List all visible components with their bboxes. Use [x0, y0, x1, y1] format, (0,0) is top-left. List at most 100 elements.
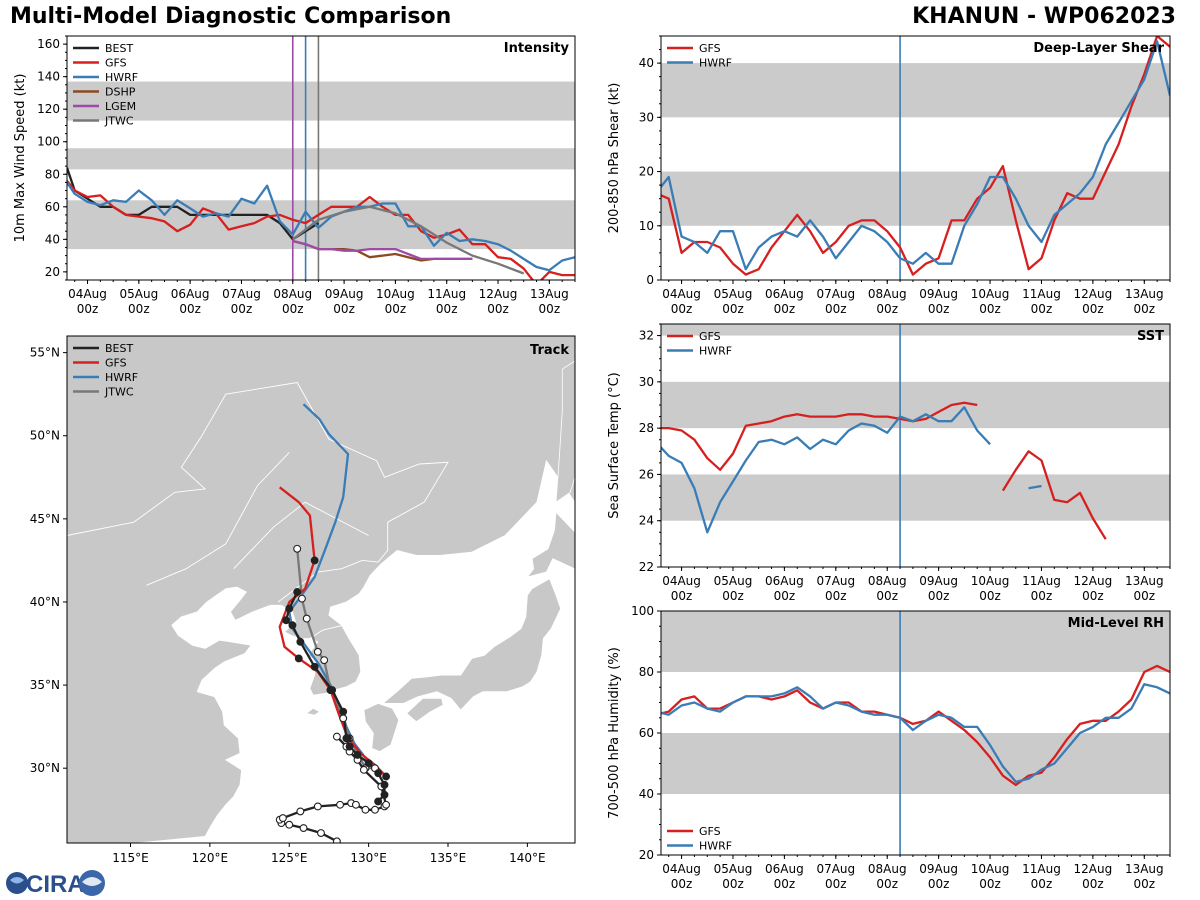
sst-ytick-label: 28 [639, 421, 654, 435]
track-point-best_fc [374, 797, 383, 806]
sst-xtick-hour: 00z [1082, 589, 1104, 603]
sst-xtick-hour: 00z [1134, 589, 1156, 603]
sakhalin [555, 360, 575, 504]
hokkaido [526, 511, 575, 578]
track-point-best [296, 807, 305, 816]
track-point-best [336, 800, 344, 809]
track-point-best_fc [293, 588, 302, 596]
sst-ytick-label: 32 [639, 329, 654, 343]
rh-xtick-hour: 00z [1134, 877, 1156, 891]
intensity-xtick-hour: 00z [77, 302, 99, 316]
track-hwrf [288, 403, 387, 778]
track-ytick-label: 50°N [30, 429, 60, 443]
shear-xtick-hour: 00z [979, 302, 1001, 316]
intensity-legend-label: JTWC [104, 115, 134, 128]
rh-xtick-date: 11Aug [1022, 862, 1061, 876]
storm-name: KHANUN - WP062023 [912, 4, 1176, 29]
sst-xtick-date: 06Aug [765, 574, 804, 588]
shear-xtick-date: 13Aug [1125, 287, 1164, 301]
intensity-series-lgem [292, 239, 473, 261]
track-point-best_fc [339, 707, 348, 716]
intensity-series-jtwc [292, 205, 525, 275]
track-point-best_fc [288, 621, 297, 630]
sst-legend-label: HWRF [699, 345, 732, 358]
intensity-ytick-label: 140 [37, 70, 60, 84]
intensity-legend-label: BEST [105, 42, 133, 55]
intensity-xtick-hour: 00z [282, 302, 304, 316]
shear-xtick-hour: 00z [671, 302, 693, 316]
border-line-0 [201, 382, 449, 563]
intensity-xtick-hour: 00z [333, 302, 355, 316]
rh-xtick-date: 07Aug [816, 862, 855, 876]
shear-panel: 01020304004Aug00z05Aug00z06Aug00z07Aug00… [607, 35, 1171, 316]
track-point-best [313, 802, 322, 811]
shear-ytick-label: 0 [646, 273, 654, 287]
track-legend-label: HWRF [105, 371, 138, 384]
shear-xtick-date: 04Aug [662, 287, 701, 301]
intensity-xtick-date: 07Aug [222, 287, 261, 301]
intensity-ytick-label: 80 [45, 167, 60, 181]
sst-series-hwrf_b [1028, 484, 1042, 490]
sst-series-hwrf [661, 406, 991, 534]
track-point-best_fc [380, 790, 389, 799]
shear-xtick-date: 07Aug [816, 287, 855, 301]
sst-xtick-date: 04Aug [662, 574, 701, 588]
rh-band-1 [661, 611, 1170, 672]
rh-xtick-hour: 00z [928, 877, 950, 891]
sst-ytick-label: 24 [639, 514, 654, 528]
border-line-4 [233, 501, 369, 570]
track-xtick-label: 120°E [192, 851, 229, 865]
sst-ylabel: Sea Surface Temp (°C) [607, 372, 622, 519]
sst-xtick-date: 10Aug [971, 574, 1010, 588]
intensity-ytick-label: 60 [45, 200, 60, 214]
track-point-best [371, 805, 379, 814]
intensity-xtick-hour: 00z [436, 302, 458, 316]
sst-band-2 [661, 324, 1170, 336]
intensity-xtick-date: 08Aug [273, 287, 312, 301]
track-point-jtwc [293, 544, 302, 553]
intensity-xtick-date: 04Aug [68, 287, 107, 301]
rh-ytick-label: 20 [639, 848, 654, 862]
shear-ytick-label: 40 [639, 56, 654, 70]
sst-xtick-date: 09Aug [919, 574, 958, 588]
rh-xtick-hour: 00z [1031, 877, 1053, 891]
track-gfs [278, 486, 387, 778]
rh-ytick-label: 100 [631, 604, 654, 618]
shear-xtick-date: 11Aug [1022, 287, 1061, 301]
shear-xtick-hour: 00z [774, 302, 796, 316]
sst-panel: 22242628303204Aug00z05Aug00z06Aug00z07Au… [607, 323, 1171, 603]
track-point-jtwc [313, 647, 322, 656]
intensity-series-hwrf [67, 181, 575, 272]
shear-band-1 [661, 63, 1170, 118]
intensity-xtick-date: 13Aug [530, 287, 569, 301]
track-xtick-label: 130°E [350, 851, 387, 865]
border-line-3 [67, 435, 207, 536]
intensity-xtick-hour: 00z [487, 302, 509, 316]
shear-xtick-hour: 00z [1134, 302, 1156, 316]
track-ytick-label: 35°N [30, 678, 60, 692]
sst-band-0 [661, 474, 1170, 521]
intensity-ytick-label: 160 [37, 37, 60, 51]
rh-xtick-hour: 00z [1082, 877, 1104, 891]
shear-xtick-date: 05Aug [714, 287, 753, 301]
track-point-best_fc [342, 734, 351, 743]
intensity-xtick-date: 05Aug [119, 287, 158, 301]
rh-xtick-hour: 00z [979, 877, 1001, 891]
sst-frame [660, 323, 1171, 568]
track-point-gfs [294, 654, 303, 663]
rh-ytick-label: 80 [639, 665, 654, 679]
rh-xtick-hour: 00z [671, 877, 693, 891]
shear-legend-label: GFS [699, 42, 721, 55]
track-point-best_fc [380, 780, 389, 789]
shear-series-gfs [661, 36, 1170, 276]
honshu [381, 578, 562, 711]
track-legend-label: BEST [105, 342, 133, 355]
rh-xtick-date: 04Aug [662, 862, 701, 876]
sst-ytick-label: 30 [639, 375, 654, 389]
intensity-ytick-label: 120 [37, 102, 60, 116]
intensity-xtick-hour: 00z [385, 302, 407, 316]
track-point-best_fc [374, 769, 383, 778]
track-point-best [332, 732, 341, 741]
track-xtick-label: 135°E [430, 851, 467, 865]
